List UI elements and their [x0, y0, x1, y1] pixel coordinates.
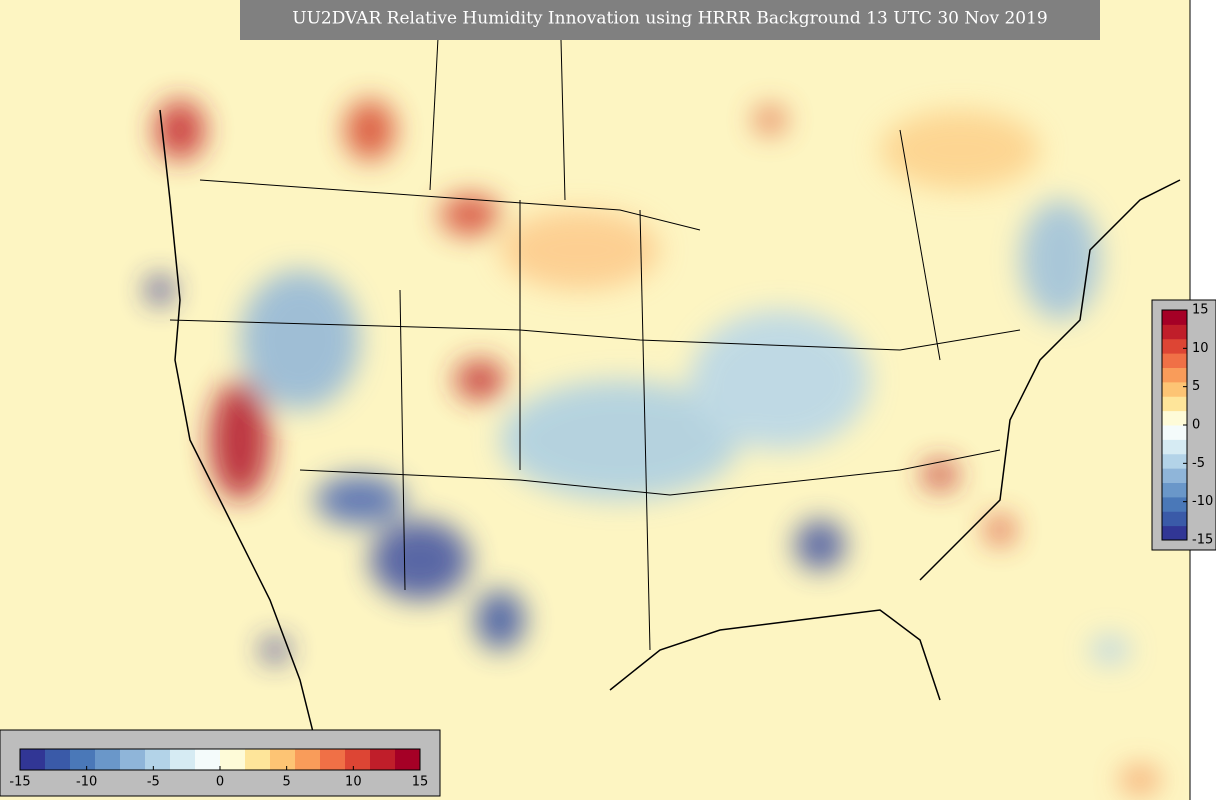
colorbar-swatch — [1162, 525, 1187, 541]
colorbar-tick-label: -10 — [1192, 494, 1213, 509]
title-box — [240, 0, 1100, 40]
colorbar-swatch — [45, 749, 71, 770]
colorbar-swatch — [170, 749, 196, 770]
colorbar-swatch — [1162, 482, 1187, 498]
colorbar-swatch — [395, 749, 421, 770]
colorbar-swatch — [370, 749, 396, 770]
colorbar-tick-label: -5 — [1192, 456, 1205, 471]
colorbar-swatch — [320, 749, 346, 770]
colorbar-tick-label: 10 — [1192, 341, 1209, 356]
colorbar-swatch — [95, 749, 121, 770]
colorbar-swatch — [1162, 324, 1187, 340]
colorbar-swatch — [1162, 396, 1187, 412]
colorbar-swatch — [1162, 511, 1187, 527]
colorbar-swatch — [1162, 338, 1187, 354]
colorbar-swatch — [1162, 453, 1187, 469]
colorbar-swatch — [1162, 310, 1187, 325]
colorbar-swatch — [1162, 367, 1187, 383]
colorbar-swatch — [195, 749, 221, 770]
title: UU2DVAR Relative Humidity Innovation usi… — [292, 9, 1048, 29]
colorbar-swatch — [1162, 381, 1187, 397]
colorbar-tick-label: 5 — [1192, 379, 1200, 394]
colorbar-tick-label: -15 — [1192, 533, 1213, 548]
colorbar-swatch — [1162, 496, 1187, 512]
colorbar-vertical: -15 -10 -5 0 5 10 15 — [1161, 303, 1213, 548]
colorbar-swatch — [120, 749, 146, 770]
colorbar-tick-label: -5 — [147, 775, 160, 790]
colorbar-swatch — [270, 749, 296, 770]
colorbar-horizontal: -15 -10 -5 0 5 10 15 — [9, 748, 429, 790]
colorbar-swatch — [1162, 410, 1187, 426]
colorbar-tick-label: -15 — [9, 775, 30, 790]
colorbar-swatch — [1162, 353, 1187, 368]
colorbar-tick-label: -10 — [76, 775, 97, 790]
colorbar-swatch — [20, 749, 46, 770]
colorbar-swatch — [1162, 468, 1187, 483]
colorbar-swatch — [1162, 439, 1187, 455]
colorbar-tick-label: 0 — [216, 775, 224, 790]
colorbar-swatch — [1162, 425, 1187, 440]
colorbar-swatch — [345, 749, 371, 770]
colorbar-tick-label: 0 — [1192, 418, 1200, 433]
coastline — [159, 109, 1181, 761]
colorbar-tick-label: 15 — [412, 775, 429, 790]
colorbar-swatch — [145, 749, 171, 770]
colorbar-tick-label: 15 — [1192, 303, 1209, 318]
colorbar-tick-label: 5 — [283, 775, 291, 790]
colorbar-swatch — [70, 749, 96, 770]
innovation-field — [146, 100, 1160, 794]
colorbar-swatch — [220, 749, 246, 770]
colorbar-tick-label: 10 — [345, 775, 362, 790]
boundaries — [169, 0, 1021, 651]
colorbar-swatch — [245, 749, 271, 770]
colorbar-swatch — [295, 749, 321, 770]
